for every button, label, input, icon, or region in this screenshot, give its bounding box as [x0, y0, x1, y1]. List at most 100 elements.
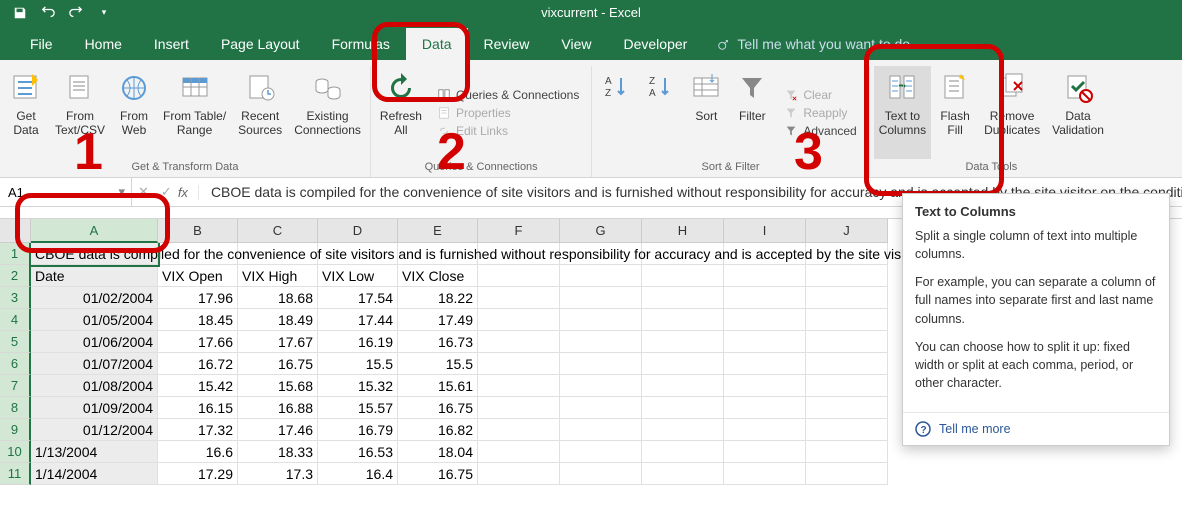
cell[interactable]: [642, 397, 724, 419]
qat-customize-button[interactable]: ▾: [92, 2, 116, 24]
cell[interactable]: [560, 463, 642, 485]
cell[interactable]: 17.67: [238, 331, 318, 353]
cell[interactable]: VIX Open: [158, 265, 238, 287]
cell[interactable]: VIX Close: [398, 265, 478, 287]
cell[interactable]: 17.3: [238, 463, 318, 485]
cell[interactable]: [478, 441, 560, 463]
row-header[interactable]: 2: [0, 265, 31, 287]
cell[interactable]: 15.42: [158, 375, 238, 397]
cell[interactable]: 16.53: [318, 441, 398, 463]
cell[interactable]: 16.82: [398, 419, 478, 441]
cell[interactable]: Date: [31, 265, 158, 287]
tab-file[interactable]: File: [14, 28, 69, 60]
from-tablerange-button[interactable]: From Table/ Range: [158, 66, 231, 159]
tab-home[interactable]: Home: [69, 28, 138, 60]
sort-az-button[interactable]: AZ: [596, 66, 638, 159]
fx-icon[interactable]: fx: [178, 185, 199, 200]
cell[interactable]: 16.75: [398, 397, 478, 419]
tab-insert[interactable]: Insert: [138, 28, 205, 60]
column-headers[interactable]: ABCDEFGHIJ: [31, 219, 888, 243]
col-header[interactable]: F: [478, 219, 560, 243]
get-data-button[interactable]: Get Data: [4, 66, 48, 159]
cell[interactable]: 16.75: [398, 463, 478, 485]
existing-connections-button[interactable]: Existing Connections: [289, 66, 366, 159]
row-header[interactable]: 6: [0, 353, 31, 375]
cell[interactable]: VIX High: [238, 265, 318, 287]
name-box[interactable]: A1 ▾: [0, 178, 132, 206]
cell[interactable]: [806, 265, 888, 287]
row-header[interactable]: 9: [0, 419, 31, 441]
cancel-formula-button[interactable]: ✕: [138, 184, 149, 200]
cell[interactable]: 01/12/2004: [31, 419, 158, 441]
cell[interactable]: 15.32: [318, 375, 398, 397]
tab-review[interactable]: Review: [468, 28, 546, 60]
cell[interactable]: 18.04: [398, 441, 478, 463]
cell[interactable]: 17.29: [158, 463, 238, 485]
row-header[interactable]: 5: [0, 331, 31, 353]
cell[interactable]: [806, 463, 888, 485]
col-header[interactable]: H: [642, 219, 724, 243]
sort-button[interactable]: Sort: [684, 66, 728, 159]
cell[interactable]: 16.19: [318, 331, 398, 353]
cell[interactable]: [560, 375, 642, 397]
cell[interactable]: 15.5: [398, 353, 478, 375]
cell[interactable]: [724, 287, 806, 309]
cell[interactable]: 17.66: [158, 331, 238, 353]
row-header[interactable]: 1: [0, 243, 31, 265]
cell[interactable]: [724, 463, 806, 485]
cell[interactable]: [560, 287, 642, 309]
enter-formula-button[interactable]: ✓: [161, 184, 172, 200]
tell-me-more-link[interactable]: ? Tell me more: [903, 412, 1169, 445]
col-header[interactable]: C: [238, 219, 318, 243]
cell[interactable]: 17.54: [318, 287, 398, 309]
cell[interactable]: [478, 353, 560, 375]
cell[interactable]: 16.15: [158, 397, 238, 419]
cell[interactable]: 16.72: [158, 353, 238, 375]
tab-view[interactable]: View: [545, 28, 607, 60]
row-header[interactable]: 8: [0, 397, 31, 419]
cell[interactable]: [560, 397, 642, 419]
cell[interactable]: [806, 441, 888, 463]
cell[interactable]: 18.49: [238, 309, 318, 331]
cell[interactable]: 16.88: [238, 397, 318, 419]
recent-sources-button[interactable]: Recent Sources: [233, 66, 287, 159]
refresh-all-button[interactable]: Refresh All: [375, 66, 427, 159]
advanced-filter-button[interactable]: Advanced: [782, 123, 858, 139]
tab-developer[interactable]: Developer: [608, 28, 704, 60]
chevron-down-icon[interactable]: ▾: [118, 184, 125, 200]
cell[interactable]: [478, 375, 560, 397]
cell[interactable]: [724, 419, 806, 441]
flash-fill-button[interactable]: Flash Fill: [933, 66, 977, 159]
cell[interactable]: 17.46: [238, 419, 318, 441]
col-header[interactable]: I: [724, 219, 806, 243]
table-row[interactable]: 111/14/200417.2917.316.416.75: [0, 463, 1182, 485]
cell[interactable]: [724, 265, 806, 287]
cell[interactable]: [806, 331, 888, 353]
col-header[interactable]: J: [806, 219, 888, 243]
cell[interactable]: [806, 353, 888, 375]
queries-connections-button[interactable]: Queries & Connections: [435, 87, 581, 103]
cell[interactable]: [642, 265, 724, 287]
cell[interactable]: 01/09/2004: [31, 397, 158, 419]
cell[interactable]: 15.61: [398, 375, 478, 397]
cell[interactable]: 17.96: [158, 287, 238, 309]
cell[interactable]: 16.75: [238, 353, 318, 375]
col-header[interactable]: B: [158, 219, 238, 243]
cell[interactable]: 01/08/2004: [31, 375, 158, 397]
data-validation-button[interactable]: Data Validation: [1047, 66, 1109, 159]
cell[interactable]: 15.57: [318, 397, 398, 419]
redo-button[interactable]: [64, 2, 88, 24]
cell[interactable]: 1/14/2004: [31, 463, 158, 485]
from-web-button[interactable]: From Web: [112, 66, 156, 159]
cell[interactable]: [478, 419, 560, 441]
cell[interactable]: 17.49: [398, 309, 478, 331]
cell[interactable]: [806, 309, 888, 331]
cell[interactable]: [560, 353, 642, 375]
cell[interactable]: [806, 419, 888, 441]
cell[interactable]: [560, 331, 642, 353]
col-header[interactable]: A: [31, 219, 158, 243]
cell[interactable]: [806, 287, 888, 309]
cell[interactable]: 18.68: [238, 287, 318, 309]
cell[interactable]: [560, 419, 642, 441]
cell[interactable]: [478, 287, 560, 309]
